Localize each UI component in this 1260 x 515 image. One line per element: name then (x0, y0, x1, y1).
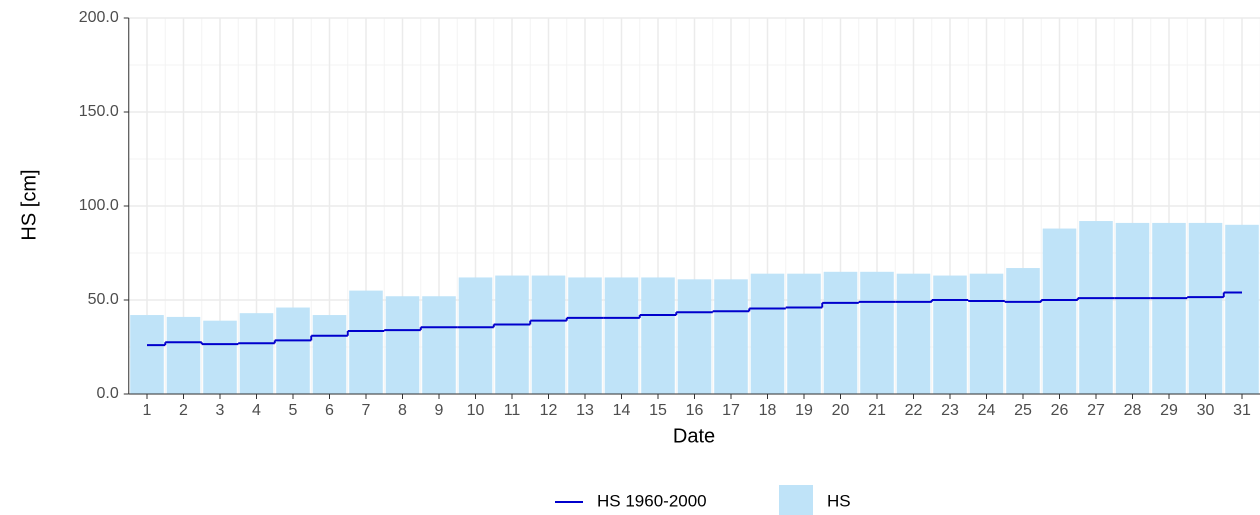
x-tick-label: 7 (362, 402, 371, 419)
bar (276, 307, 310, 394)
x-tick-label: 2 (179, 402, 188, 419)
bar (787, 273, 821, 394)
x-tick-label: 3 (216, 402, 225, 419)
x-tick-label: 31 (1233, 402, 1251, 419)
x-tick-label: 15 (649, 402, 667, 419)
x-tick-label: 22 (905, 402, 923, 419)
legend-label: HS 1960-2000 (597, 491, 707, 510)
y-tick-label: 100.0 (79, 197, 119, 214)
bar (750, 273, 785, 394)
x-tick-label: 8 (398, 402, 407, 419)
x-tick-label: 16 (686, 402, 704, 419)
x-tick-label: 9 (435, 402, 444, 419)
bar (166, 316, 201, 394)
bar (312, 315, 347, 394)
bar (969, 273, 1004, 394)
bar (385, 296, 420, 394)
y-axis-title: HS [cm] (18, 169, 40, 240)
x-tick-label: 10 (467, 402, 485, 419)
x-tick-label: 13 (576, 402, 594, 419)
bar (130, 315, 164, 394)
bar (422, 296, 456, 394)
bar (677, 279, 712, 394)
bar (896, 273, 931, 394)
bar (1115, 222, 1150, 394)
x-axis-title: Date (673, 425, 715, 447)
bar (531, 275, 566, 394)
x-tick-label: 14 (613, 402, 631, 419)
x-tick-label: 30 (1197, 402, 1215, 419)
y-tick-label: 50.0 (88, 291, 119, 308)
legend-label: HS (827, 491, 851, 510)
x-tick-label: 12 (540, 402, 558, 419)
bar (641, 277, 675, 394)
bar (458, 277, 493, 394)
x-tick-label: 29 (1160, 402, 1178, 419)
bar (604, 277, 639, 394)
bar (349, 290, 383, 394)
bar (495, 275, 529, 394)
bar (860, 271, 894, 394)
y-tick-label: 200.0 (79, 9, 119, 26)
x-tick-label: 6 (325, 402, 334, 419)
x-tick-label: 4 (252, 402, 261, 419)
x-tick-label: 28 (1124, 402, 1142, 419)
bar (1042, 228, 1077, 394)
x-tick-label: 17 (722, 402, 740, 419)
bar (823, 271, 858, 394)
bar (239, 313, 274, 394)
x-tick-label: 24 (978, 402, 996, 419)
x-tick-label: 20 (832, 402, 850, 419)
bar (1188, 222, 1223, 394)
bar (933, 275, 967, 394)
x-tick-label: 11 (504, 402, 521, 419)
bar (714, 279, 748, 394)
x-tick-label: 27 (1087, 402, 1105, 419)
bar (1006, 268, 1040, 394)
x-tick-label: 19 (795, 402, 813, 419)
x-tick-label: 21 (868, 402, 886, 419)
y-tick-label: 150.0 (79, 103, 119, 120)
x-tick-label: 5 (289, 402, 298, 419)
legend-swatch (779, 485, 813, 515)
bar (1079, 221, 1113, 394)
x-tick-label: 18 (759, 402, 777, 419)
bar (1225, 224, 1259, 394)
x-tick-label: 23 (941, 402, 959, 419)
y-tick-label: 0.0 (97, 385, 119, 402)
bar (1152, 222, 1186, 394)
bar (203, 320, 237, 394)
x-tick-label: 25 (1014, 402, 1032, 419)
bar (568, 277, 602, 394)
x-tick-label: 1 (143, 402, 152, 419)
x-tick-label: 26 (1051, 402, 1069, 419)
